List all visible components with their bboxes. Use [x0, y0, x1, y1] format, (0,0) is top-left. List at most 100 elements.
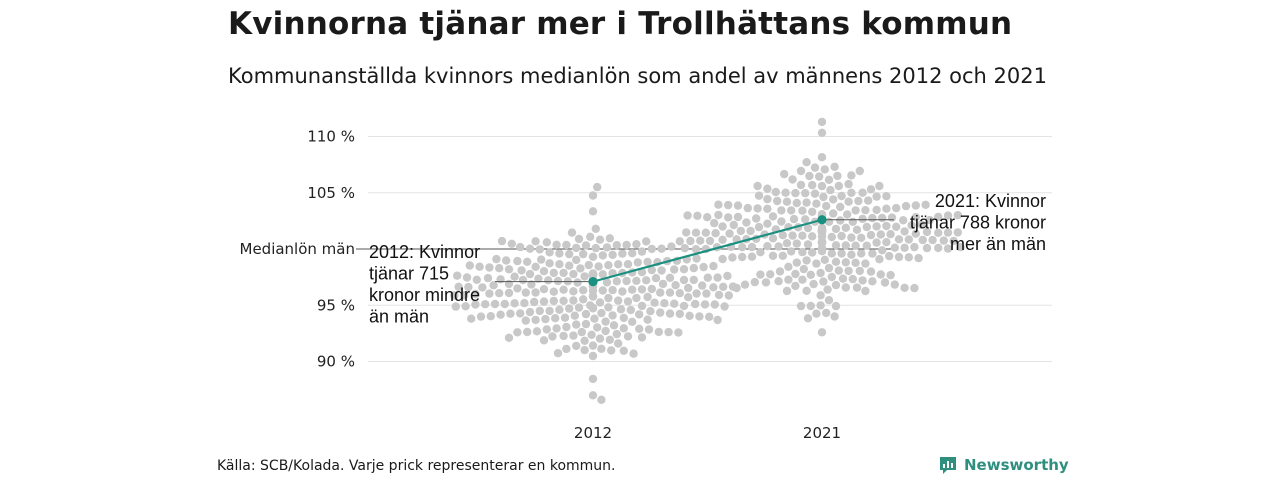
municipality-dot [632, 293, 641, 303]
municipality-dot [664, 327, 673, 337]
municipality-dot [573, 278, 582, 287]
municipality-dot [475, 262, 484, 271]
municipality-dot [574, 303, 584, 312]
municipality-dot [882, 204, 891, 213]
municipality-dot [560, 313, 570, 322]
municipality-dot [763, 242, 772, 251]
municipality-dot [495, 289, 504, 298]
municipality-dot [632, 240, 641, 249]
municipality-dot [763, 219, 772, 228]
grid-layer: 110 % 105 % 95 % 90 % [307, 128, 1052, 371]
municipality-dot [782, 286, 792, 296]
municipality-dot [816, 268, 825, 278]
municipality-dot [532, 327, 542, 336]
municipality-dot [660, 299, 669, 308]
municipality-dot [866, 230, 876, 240]
municipality-dot [798, 275, 807, 284]
municipality-dot [922, 227, 932, 237]
municipality-dot [587, 330, 596, 339]
municipality-dot [588, 191, 598, 200]
municipality-dot [614, 296, 623, 305]
municipality-dot [956, 243, 965, 252]
municipality-dot [555, 305, 564, 314]
municipality-dot [686, 236, 695, 246]
municipality-dot [507, 239, 516, 248]
municipality-dot [535, 245, 544, 254]
municipality-dot [642, 276, 651, 285]
municipality-dot [868, 213, 877, 223]
municipality-dot [714, 290, 724, 300]
municipality-dot [689, 263, 698, 273]
municipality-dot [830, 312, 839, 321]
municipality-dot [922, 243, 932, 253]
highlight-point-2021 [817, 215, 827, 225]
municipality-dot [567, 228, 577, 237]
municipality-dot [868, 249, 877, 258]
municipality-dot [798, 247, 807, 257]
y-tick-label: 110 % [307, 128, 355, 146]
municipality-dot [802, 286, 811, 295]
municipality-dot [792, 198, 801, 208]
municipality-dot [665, 309, 675, 318]
municipality-dot [531, 262, 540, 271]
municipality-dot [531, 237, 540, 246]
municipality-dot [791, 188, 800, 198]
municipality-dot [559, 296, 568, 305]
municipality-dot [746, 226, 755, 236]
municipality-dot [817, 328, 827, 337]
municipality-dot [890, 280, 899, 289]
municipality-dot [925, 215, 934, 225]
municipality-dot [562, 344, 571, 354]
municipality-dot [597, 308, 606, 318]
municipality-dot [539, 267, 549, 276]
chart-title: Kvinnorna tjänar mer i Trollhättans komm… [228, 6, 1013, 42]
municipality-dot [763, 184, 772, 193]
highlight-line [592, 218, 823, 283]
municipality-dot [808, 180, 817, 190]
municipality-dot [841, 241, 850, 250]
municipality-dot [823, 285, 832, 294]
municipality-dot [703, 273, 712, 282]
municipality-dot [872, 222, 881, 231]
municipality-dot [910, 283, 919, 293]
municipality-dot [713, 273, 722, 282]
municipality-dot [553, 349, 563, 358]
annotation-2012: än män [369, 307, 429, 327]
municipality-dot [754, 191, 764, 200]
brand-logo[interactable]: Newsworthy [938, 455, 1069, 475]
municipality-dot [882, 238, 891, 247]
municipality-dot [861, 286, 870, 296]
municipality-dot [852, 283, 862, 292]
municipality-dot [510, 299, 519, 308]
municipality-dot [581, 319, 591, 329]
municipality-dot [612, 329, 621, 339]
municipality-dot [815, 172, 824, 181]
municipality-dot [837, 249, 846, 258]
municipality-dot [539, 285, 549, 294]
municipality-dot [928, 235, 937, 245]
municipality-dot [654, 327, 663, 337]
municipality-dot [586, 232, 595, 241]
municipality-dot [778, 231, 787, 240]
municipality-dot [837, 191, 846, 201]
municipality-dot [710, 218, 719, 228]
municipality-dot [892, 222, 901, 231]
municipality-dot [633, 258, 642, 267]
municipality-dot [565, 249, 574, 259]
municipality-dot [724, 291, 733, 300]
municipality-dot [523, 257, 532, 266]
municipality-dot [637, 285, 647, 294]
municipality-dot [763, 204, 772, 213]
municipality-dot [880, 278, 890, 287]
municipality-dot [579, 295, 588, 304]
municipality-dot [588, 351, 598, 361]
municipality-dot [710, 300, 719, 309]
municipality-dot [724, 200, 733, 210]
municipality-dot [658, 279, 668, 289]
municipality-dot [831, 241, 841, 250]
municipality-dot [604, 303, 613, 312]
municipality-dot [827, 232, 836, 242]
municipality-dot [628, 317, 637, 326]
municipality-dot [736, 226, 745, 236]
municipality-dot [844, 179, 853, 189]
